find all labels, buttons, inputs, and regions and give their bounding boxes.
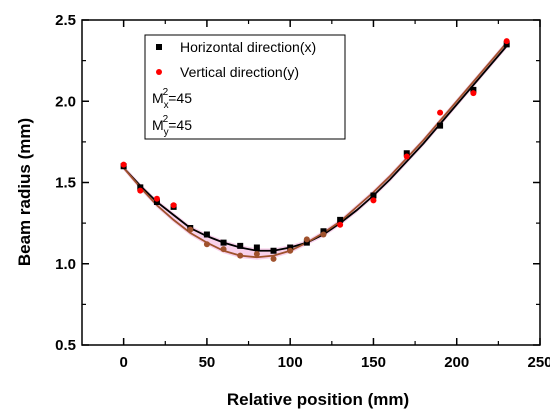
point-horizontal [220, 239, 227, 246]
point-vertical [253, 251, 260, 257]
axis-ticks: 0 50 100 150 200 250 0.5 1.0 1.5 2.0 2.5 [55, 12, 550, 371]
x-axis-label: Relative position (mm) [227, 390, 409, 409]
point-horizontal [470, 86, 477, 93]
point-vertical [303, 236, 310, 243]
m-squared-x-sup: 2 [163, 87, 169, 98]
m-squared-y-value: =45 [168, 117, 192, 133]
legend-marker-vertical [156, 69, 162, 75]
x-tick-label: 250 [527, 354, 550, 371]
point-vertical [203, 241, 210, 248]
point-vertical [503, 38, 510, 45]
y-axis-label: Beam radius (mm) [15, 118, 34, 266]
point-vertical [287, 247, 294, 254]
legend-label-vertical: Vertical direction(y) [180, 64, 299, 80]
point-horizontal [153, 199, 160, 205]
point-horizontal [137, 184, 144, 191]
point-horizontal [503, 41, 510, 48]
point-horizontal [237, 242, 244, 249]
point-vertical [187, 226, 194, 233]
point-vertical [137, 187, 144, 194]
point-horizontal [337, 216, 344, 223]
point-vertical [220, 246, 227, 253]
point-vertical [320, 231, 327, 238]
x-tick-label: 200 [444, 354, 469, 371]
point-vertical [437, 109, 444, 116]
point-horizontal [253, 244, 260, 251]
point-vertical [120, 161, 127, 168]
point-horizontal [203, 231, 210, 238]
x-tick-label: 150 [361, 354, 386, 371]
m-squared-y-base: M [152, 117, 164, 133]
m-squared-x-annotation: Mx 2=45 [152, 87, 192, 111]
legend-marker-horizontal [156, 44, 162, 50]
x-tick-label: 0 [119, 354, 127, 371]
legend: Horizontal direction(x) Vertical directi… [144, 34, 346, 140]
point-horizontal [370, 192, 377, 199]
x-tick-label: 100 [278, 354, 303, 371]
x-tick-label: 50 [199, 354, 216, 371]
point-horizontal [403, 150, 410, 157]
legend-label-horizontal: Horizontal direction(x) [180, 39, 316, 55]
m-squared-y-sub: y [164, 127, 169, 138]
point-vertical [337, 221, 344, 228]
m-squared-y-sup: 2 [163, 114, 169, 125]
point-vertical [270, 255, 277, 262]
m-squared-x-base: M [152, 90, 164, 106]
y-tick-label: 2.0 [55, 93, 76, 110]
y-tick-label: 1.0 [55, 256, 76, 273]
m-squared-y-annotation: My 2=45 [152, 114, 192, 138]
point-vertical [153, 195, 160, 202]
point-horizontal [303, 239, 310, 246]
m-squared-x-value: =45 [168, 90, 192, 106]
point-horizontal [320, 228, 327, 235]
point-horizontal [437, 122, 444, 129]
point-horizontal [287, 244, 294, 251]
point-horizontal [270, 247, 277, 254]
legend-box [144, 34, 346, 140]
point-vertical [403, 153, 410, 160]
point-vertical [370, 197, 377, 204]
point-vertical [237, 252, 244, 259]
y-tick-label: 1.5 [55, 175, 76, 192]
y-tick-label: 2.5 [55, 12, 76, 29]
data-points [120, 38, 510, 262]
m-squared-x-sub: x [164, 100, 169, 111]
point-vertical [170, 202, 177, 209]
y-tick-label: 0.5 [55, 337, 76, 354]
point-vertical [470, 90, 477, 97]
